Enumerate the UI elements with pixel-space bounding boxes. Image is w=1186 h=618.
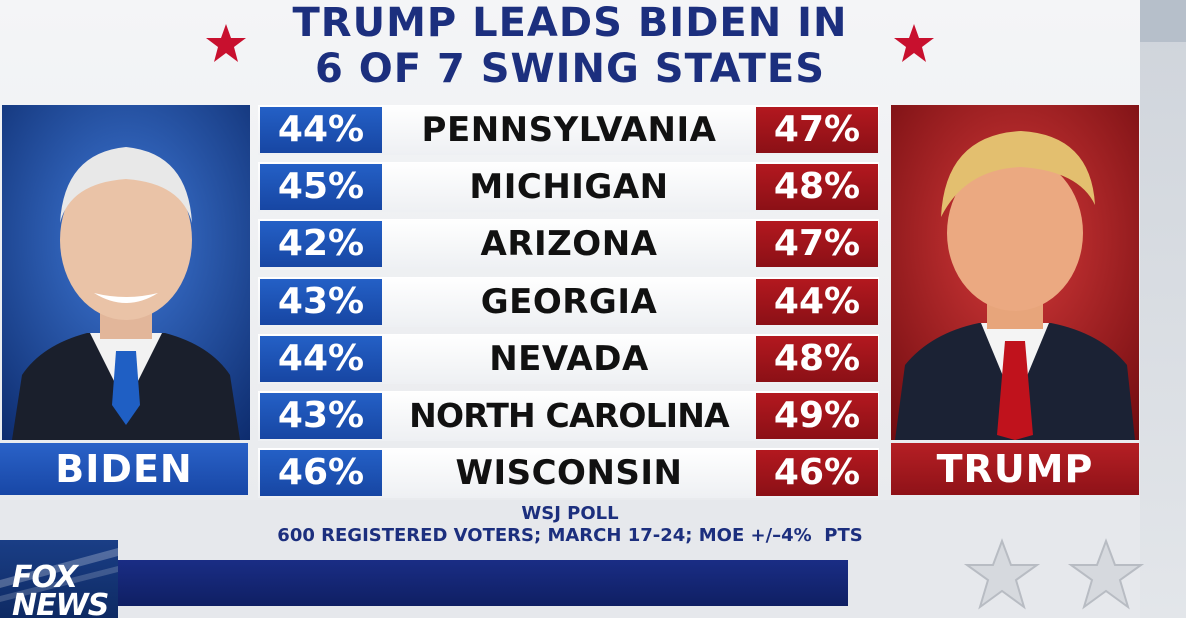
table-row: 42% ARIZONA 47%	[258, 219, 879, 269]
source-title: WSJ POLL	[521, 503, 619, 524]
logo-text-fox: FOX	[12, 560, 78, 595]
table-row: 43% NORTH CAROLINA 49%	[258, 391, 879, 441]
trump-percent: 48%	[756, 164, 878, 210]
state-name: PENNSYLVANIA	[421, 110, 717, 150]
trump-percent: 48%	[756, 336, 878, 382]
logo-text-news: NEWS	[12, 588, 109, 618]
trump-percent: 47%	[756, 107, 878, 153]
state-name: GEORGIA	[480, 282, 658, 322]
decorative-star-icon	[1066, 535, 1146, 615]
table-row: 45% MICHIGAN 48%	[258, 162, 879, 212]
biden-portrait	[2, 105, 250, 440]
poll-source: WSJ POLL 600 REGISTERED VOTERS; MARCH 17…	[200, 503, 940, 547]
biden-percent: 43%	[260, 393, 382, 439]
trump-percent: 49%	[756, 393, 878, 439]
headline-line-2: 6 OF 7 SWING STATES	[314, 46, 826, 92]
biden-percent: 46%	[260, 450, 382, 496]
source-details: 600 REGISTERED VOTERS; MARCH 17-24; MOE …	[277, 525, 863, 546]
state-name: MICHIGAN	[469, 167, 669, 207]
headline: TRUMP LEADS BIDEN IN 6 OF 7 SWING STATES	[200, 0, 940, 94]
table-row: 44% NEVADA 48%	[258, 334, 879, 384]
trump-percent: 47%	[756, 221, 878, 267]
lower-third-bar	[118, 560, 848, 606]
table-row: 44% PENNSYLVANIA 47%	[258, 105, 879, 155]
left-star-icon	[204, 22, 248, 66]
state-name: ARIZONA	[480, 224, 658, 264]
table-row: 43% GEORGIA 44%	[258, 277, 879, 327]
side-panel-tab	[1140, 0, 1186, 42]
biden-percent: 43%	[260, 279, 382, 325]
biden-percent: 42%	[260, 221, 382, 267]
state-name: WISCONSIN	[455, 453, 683, 493]
right-star-icon	[892, 22, 936, 66]
biden-percent: 44%	[260, 107, 382, 153]
trump-percent: 46%	[756, 450, 878, 496]
fox-news-logo: FOX NEWS	[0, 540, 118, 618]
trump-label: TRUMP	[891, 443, 1139, 495]
biden-percent: 44%	[260, 336, 382, 382]
decorative-star-icon	[962, 535, 1042, 615]
trump-portrait	[891, 105, 1139, 440]
biden-label: BIDEN	[0, 443, 248, 495]
trump-percent: 44%	[756, 279, 878, 325]
headline-line-1: TRUMP LEADS BIDEN IN	[292, 0, 848, 46]
biden-percent: 45%	[260, 164, 382, 210]
side-panel	[1140, 0, 1186, 618]
state-name: NEVADA	[489, 339, 649, 379]
state-name: NORTH CAROLINA	[409, 396, 730, 435]
table-row: 46% WISCONSIN 46%	[258, 448, 879, 498]
